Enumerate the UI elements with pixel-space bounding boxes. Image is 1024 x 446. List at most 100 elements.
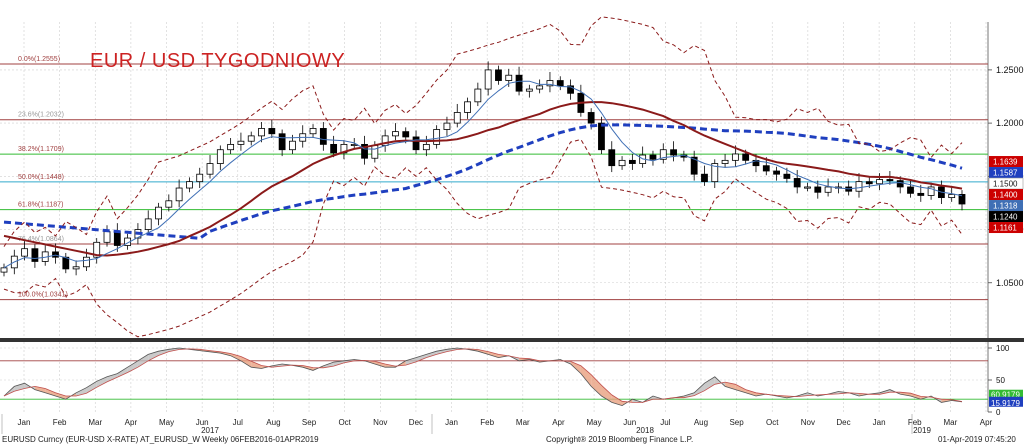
candle-body [412, 136, 420, 151]
panel-separator [0, 338, 1024, 342]
candle-body [21, 248, 29, 257]
candle-body [742, 153, 750, 161]
price-label-box [989, 156, 1023, 168]
x-tick-label: Dec [409, 418, 423, 427]
candle-body [793, 178, 801, 188]
candle-body [598, 122, 605, 151]
x-tick-label: Sep [729, 418, 744, 427]
candle-body [237, 140, 245, 145]
price-label-text: 1.1161 [993, 224, 1017, 233]
x-tick-label: Apr [980, 418, 993, 427]
osc-fill-segment [107, 373, 118, 382]
x-tick-label: Mar [516, 418, 530, 427]
x-tick-label: Sep [302, 418, 317, 427]
bollinger-upper-line [3, 16, 963, 247]
osc-fill-segment [488, 351, 499, 358]
fib-level-label: 23.6%(1.2032) [18, 112, 64, 119]
osc-fill-segment [240, 356, 252, 368]
candle-body [62, 256, 70, 270]
x-tick-label: Apr [125, 418, 138, 427]
x-tick-label: Jun [196, 418, 209, 427]
candle-body [567, 85, 574, 94]
fib-level-label: 61.8%(1.1187) [18, 202, 63, 209]
price-label-box [989, 211, 1023, 223]
price-label-text: 1.1400 [993, 191, 1018, 200]
candle-body [546, 80, 554, 87]
candle-body [865, 181, 873, 185]
price-label-text: 1.1500 [993, 180, 1018, 189]
price-label: 1.1318 [989, 200, 1023, 212]
x-tick-label: Jan [18, 418, 31, 427]
price-label-box [989, 222, 1023, 234]
x-tick-label: Jul [233, 418, 243, 427]
candle-body [495, 69, 502, 81]
sma-short-line [3, 80, 963, 269]
price-label-text: 1.1639 [993, 158, 1018, 167]
candle-body [556, 80, 564, 87]
price-label-box [989, 200, 1023, 212]
candle-body [216, 149, 224, 164]
price-label: 1.1240 [989, 211, 1023, 223]
osc-signal-line [3, 348, 963, 403]
osc-fill-segment [591, 374, 602, 396]
fib-level-label: 76.4%(1.0864) [18, 236, 64, 243]
bollinger-lower-line [3, 138, 963, 338]
candle-body [670, 149, 677, 156]
y-tick-label: 1.0500 [996, 278, 1024, 288]
x-tick-label: Nov [373, 418, 387, 427]
candle-body [175, 187, 183, 202]
osc-fill-segment [601, 385, 612, 403]
candle-body [422, 143, 430, 151]
osc-fill-segment [55, 392, 66, 400]
x-tick-label: Aug [694, 418, 708, 427]
candle-body [536, 85, 544, 90]
price-label-text: 1.1587 [993, 169, 1018, 178]
x-tick-label: Mar [88, 418, 102, 427]
candle-body [289, 140, 296, 151]
fib-level-label: 50.0%(1.1448) [18, 174, 64, 181]
x-tick-label: Mar [943, 418, 957, 427]
x-tick-label: Jul [660, 418, 670, 427]
price-label-box [989, 189, 1023, 201]
candle-body [927, 186, 935, 196]
candle-body [278, 133, 286, 151]
x-tick-label: Dec [836, 418, 850, 427]
candle-body [113, 231, 121, 246]
x-tick-label: Aug [266, 418, 280, 427]
osc-fill-segment [86, 381, 97, 394]
fib-level-label: 100.0%(1.0341) [18, 292, 68, 299]
x-tick-label: May [159, 418, 174, 427]
candle-body [52, 251, 59, 258]
year-label: 2017 [201, 426, 219, 435]
candle-body [392, 131, 399, 137]
price-label: 1.1400 [989, 189, 1023, 201]
candle-body [896, 180, 904, 188]
osc-fill-segment [910, 393, 921, 400]
osc-label-text: 60.9179 [991, 391, 1020, 400]
osc-fill-segment [137, 354, 149, 368]
candle-body [762, 165, 770, 172]
candle-body [701, 173, 708, 183]
y-tick-label: 1.2000 [996, 118, 1024, 128]
candle-body [103, 231, 111, 243]
osc-fill-segment [374, 361, 386, 368]
y-tick-label: 1.2500 [996, 65, 1024, 75]
x-tick-label: Feb [908, 418, 922, 427]
price-label: 1.1161 [989, 222, 1023, 234]
x-tick-label: Feb [53, 418, 67, 427]
osc-y-tick-label: 0 [996, 408, 1001, 417]
candle-body [371, 145, 379, 159]
osc-upper-band-label: 60.9179 [989, 389, 1023, 400]
osc-last-value-label: 15.9179 [989, 396, 1023, 408]
osc-fill-segment [745, 389, 756, 396]
candle-body [628, 159, 636, 164]
candle-body [433, 129, 441, 145]
year-label: 2019 [913, 426, 931, 435]
candle-body [958, 194, 966, 205]
price-label: 1.1587 [989, 167, 1023, 179]
candle-body [525, 88, 533, 92]
x-tick-label: Jan [873, 418, 886, 427]
fib-level-label: 0.0%(1.2555) [18, 56, 60, 63]
